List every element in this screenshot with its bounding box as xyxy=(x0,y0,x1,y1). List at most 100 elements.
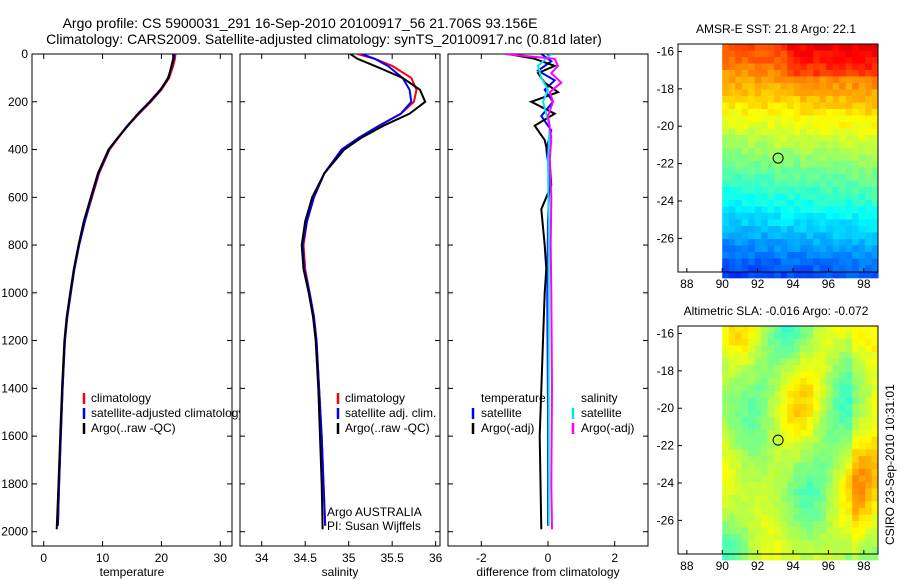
map-cell xyxy=(735,76,742,84)
map-cell xyxy=(774,384,781,392)
map-cell xyxy=(728,339,736,346)
map-cell xyxy=(748,161,755,168)
map-cell xyxy=(741,514,749,522)
map-cell xyxy=(826,258,833,266)
map-cell xyxy=(741,404,749,411)
map-cell xyxy=(787,193,794,201)
map-cell xyxy=(754,449,762,457)
map-cell xyxy=(780,462,788,470)
map-cell xyxy=(761,206,768,214)
map-cell xyxy=(826,122,833,129)
map-cell xyxy=(806,258,814,266)
map-cell xyxy=(780,96,788,103)
map-cell xyxy=(748,449,755,457)
map-cell xyxy=(839,109,846,116)
map-cell xyxy=(787,89,794,97)
map-cell xyxy=(819,193,827,201)
legend-entry: climatology xyxy=(91,391,151,405)
map-cell xyxy=(806,271,814,279)
map-cell xyxy=(761,384,768,392)
map-cell xyxy=(813,553,820,561)
map-cell xyxy=(871,482,879,489)
map-cell xyxy=(832,540,840,548)
map-cell xyxy=(728,109,736,116)
map-cell xyxy=(813,449,820,457)
map-cell xyxy=(832,141,840,149)
map-cell xyxy=(761,345,768,353)
map-cell xyxy=(845,326,853,333)
map-cell xyxy=(819,443,827,450)
map-cell xyxy=(806,128,814,136)
map-cell xyxy=(735,109,742,116)
map-cell xyxy=(826,423,833,431)
map-cell xyxy=(741,352,749,359)
map-cell xyxy=(728,540,736,548)
map-cell xyxy=(839,365,846,372)
map-cell xyxy=(858,44,866,51)
map-cell xyxy=(761,449,768,457)
map-cell xyxy=(819,326,827,333)
map-cell xyxy=(813,378,820,385)
map-cell xyxy=(722,63,729,71)
map-cell xyxy=(728,76,736,84)
map-cell xyxy=(761,482,768,489)
series-layer xyxy=(504,54,563,530)
map-cell xyxy=(826,339,833,346)
map-cell xyxy=(761,397,768,405)
map-cell xyxy=(793,384,801,392)
map-cell xyxy=(865,141,872,149)
map-cell xyxy=(748,391,755,398)
map-cell xyxy=(754,122,762,129)
map-cell xyxy=(865,482,872,489)
map-cell xyxy=(832,57,840,64)
map-cell xyxy=(780,193,788,201)
map-cell xyxy=(728,83,736,90)
map-cell xyxy=(826,462,833,470)
map-cell xyxy=(852,456,859,463)
map-cell xyxy=(774,469,781,476)
map-cell xyxy=(800,76,807,84)
map-cell xyxy=(754,423,762,431)
map-cell xyxy=(780,167,788,175)
map-cell xyxy=(813,534,820,541)
map-cell xyxy=(839,44,846,51)
map-cell xyxy=(865,44,872,51)
map-cell xyxy=(852,443,859,450)
map-cell xyxy=(819,397,827,405)
map-cell xyxy=(741,443,749,450)
map-cell xyxy=(845,501,853,509)
map-cell xyxy=(793,128,801,136)
map-cell xyxy=(819,102,827,110)
map-cell xyxy=(826,443,833,450)
map-cell xyxy=(845,174,853,181)
map-cell xyxy=(761,109,768,116)
map-cell xyxy=(787,378,794,385)
map-cell xyxy=(787,83,794,90)
map-cell xyxy=(787,326,794,333)
map-cell xyxy=(819,332,827,340)
map-cell xyxy=(722,326,729,333)
map-cell xyxy=(735,265,742,272)
map-cell xyxy=(780,326,788,333)
map-cell xyxy=(767,128,775,136)
map-cell xyxy=(787,70,794,77)
map-cell xyxy=(761,534,768,541)
map-cell xyxy=(871,154,879,162)
map-cell xyxy=(728,371,736,379)
map-cell xyxy=(832,83,840,90)
map-cell xyxy=(832,488,840,496)
map-x-tick-label: 90 xyxy=(716,277,730,291)
map-cell xyxy=(787,417,794,424)
map-cell xyxy=(871,527,879,535)
map-cell xyxy=(722,154,729,162)
map-cell xyxy=(806,115,814,123)
map-cell xyxy=(728,404,736,411)
map-cell xyxy=(871,488,879,496)
map-cell xyxy=(871,63,879,71)
map-cell xyxy=(761,252,768,259)
map-cell xyxy=(806,339,814,346)
map-cell xyxy=(819,553,827,561)
map-cell xyxy=(858,352,866,359)
map-cell xyxy=(806,122,814,129)
map-cell xyxy=(722,50,729,58)
